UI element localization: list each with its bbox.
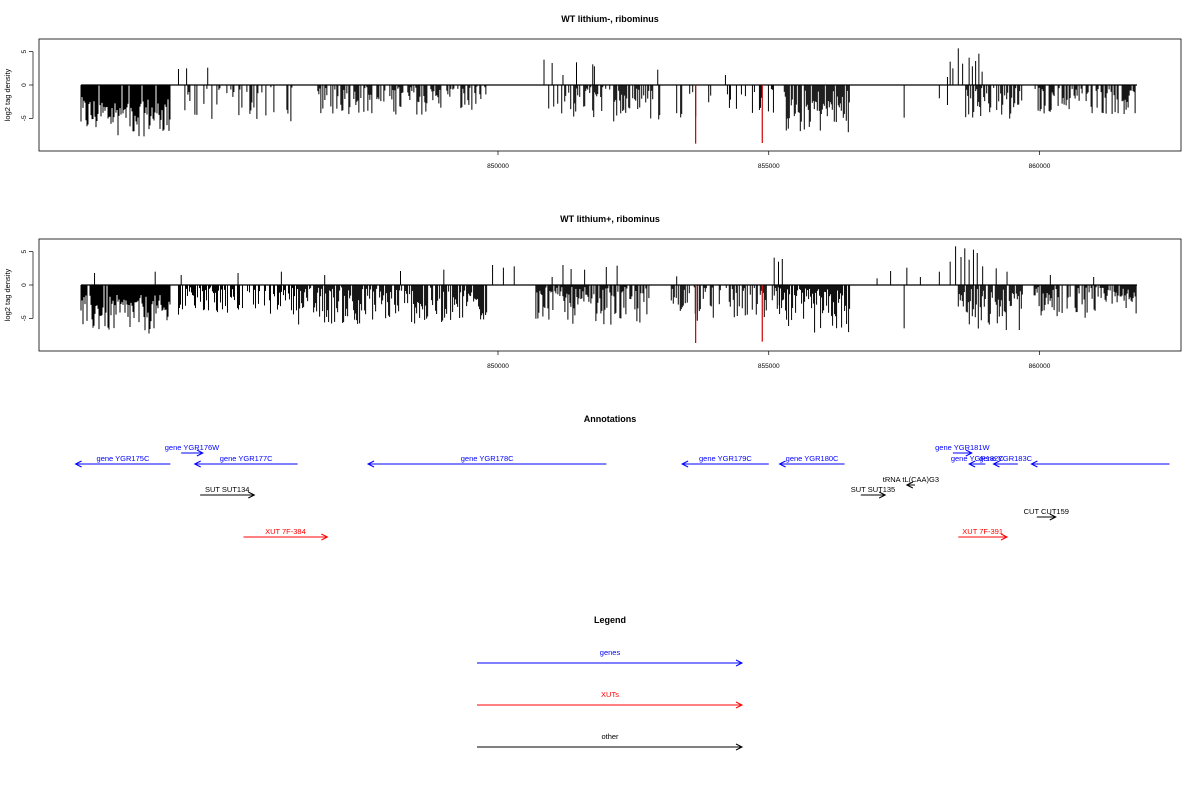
legend-label: XUTs: [601, 690, 619, 699]
arrow-head: [321, 533, 329, 541]
arrow-head: [680, 460, 689, 468]
arrow-head: [366, 460, 375, 468]
panel-title: WT lithium+, ribominus: [560, 214, 660, 224]
feature-gene: gene YGR176W: [165, 443, 220, 457]
y-tick-label: -5: [21, 315, 28, 321]
y-tick-label: -5: [21, 115, 28, 121]
plot-frame: [38, 238, 1182, 352]
y-tick-label: 5: [21, 49, 28, 53]
feature-other: CUT CUT159: [1024, 507, 1069, 521]
feature-label: SUT SUT135: [851, 485, 895, 494]
feature-label: SUT SUT134: [205, 485, 249, 494]
feature-label: CUT CUT159: [1024, 507, 1069, 516]
legend-item: XUTs: [477, 690, 744, 709]
feature-gene: gene YGR181W: [935, 443, 991, 457]
arrow-head: [1049, 513, 1057, 521]
feature-other: SUT SUT135: [851, 485, 895, 499]
arrow-head: [878, 491, 887, 499]
track-panel-lithium-minus: WT lithium-, ribominus -5 0 5 850000 855000…: [3, 14, 1182, 170]
bar-group: [80, 246, 1137, 343]
feature-gene: gene YGR182C: [951, 454, 1004, 468]
arrow-head: [1000, 533, 1009, 541]
arrow-head: [248, 491, 256, 499]
feature-label: gene YGR178C: [461, 454, 514, 463]
bar-group: [80, 48, 1137, 144]
arrow-head: [965, 449, 973, 457]
legend: Legend genes XUTs other: [477, 615, 744, 751]
feature-gene: gene YGR178C: [366, 454, 607, 468]
feature-gene: gene YGR179C: [680, 454, 769, 468]
feature-label: gene YGR182C: [951, 454, 1004, 463]
y-tick-label: 5: [21, 249, 28, 253]
panel-title: WT lithium-, ribominus: [561, 14, 659, 24]
feature-xut: XUT 7F-391: [958, 527, 1009, 541]
arrow-head: [968, 460, 976, 468]
legend-item: genes: [477, 648, 744, 667]
x-axis: 850000 855000 860000: [487, 151, 1051, 170]
feature-other: SUT SUT134: [200, 485, 256, 499]
arrow-head: [992, 460, 1000, 468]
x-axis: 850000 855000 860000: [487, 351, 1051, 370]
feature-label: gene YGR180C: [786, 454, 839, 463]
y-tick-label: 0: [21, 83, 28, 87]
x-tick-label: 855000: [758, 163, 780, 170]
feature-label: gene YGR179C: [699, 454, 752, 463]
feature-gene: gene YGR183C: [979, 454, 1033, 468]
feature-label: XUT 7F-384: [265, 527, 306, 536]
feature-label: gene YGR183C: [979, 454, 1032, 463]
legend-title: Legend: [594, 615, 626, 625]
legend-label: other: [601, 732, 619, 741]
feature-gene: gene YGR175C: [74, 454, 171, 468]
feature-label: tRNA tL(CAA)G3: [883, 475, 939, 484]
feature-gene: [1030, 460, 1170, 468]
legend-label: genes: [600, 648, 621, 657]
plot-frame: [38, 38, 1182, 152]
x-tick-label: 850000: [487, 363, 509, 370]
x-tick-label: 860000: [1029, 363, 1051, 370]
y-axis: -5 0 5: [21, 49, 34, 121]
feature-other: tRNA tL(CAA)G3: [883, 475, 939, 489]
legend-arrow-head: [735, 659, 744, 667]
arrow-head: [778, 460, 786, 468]
arrow-head: [74, 460, 82, 468]
feature-label: gene YGR176W: [165, 443, 220, 452]
track-panel-lithium-plus: WT lithium+, ribominus -5 0 5 850000 855000…: [3, 214, 1182, 370]
legend-arrow-head: [735, 701, 744, 709]
legend-items: genes XUTs other: [477, 648, 744, 751]
feature-label: gene YGR177C: [220, 454, 273, 463]
feature-xut: XUT 7F-384: [243, 527, 329, 541]
y-axis-label: log2 tag density: [3, 68, 12, 121]
legend-item: other: [477, 732, 744, 751]
feature-label: gene YGR175C: [97, 454, 150, 463]
arrow-head: [193, 460, 201, 468]
arrow-head: [1030, 460, 1038, 468]
x-tick-label: 850000: [487, 163, 509, 170]
y-tick-label: 0: [21, 283, 28, 287]
x-tick-label: 855000: [758, 363, 780, 370]
x-tick-label: 860000: [1029, 163, 1051, 170]
legend-arrow-head: [735, 743, 744, 751]
annotations-title: Annotations: [584, 414, 637, 424]
y-axis: -5 0 5: [21, 249, 34, 321]
feature-gene: gene YGR177C: [193, 454, 298, 468]
feature-label: gene YGR181W: [935, 443, 990, 452]
feature-label: XUT 7F-391: [962, 527, 1003, 536]
y-axis-label: log2 tag density: [3, 268, 12, 321]
arrow-head: [196, 449, 204, 457]
feature-gene: gene YGR180C: [778, 454, 845, 468]
arrow-head: [905, 481, 914, 489]
